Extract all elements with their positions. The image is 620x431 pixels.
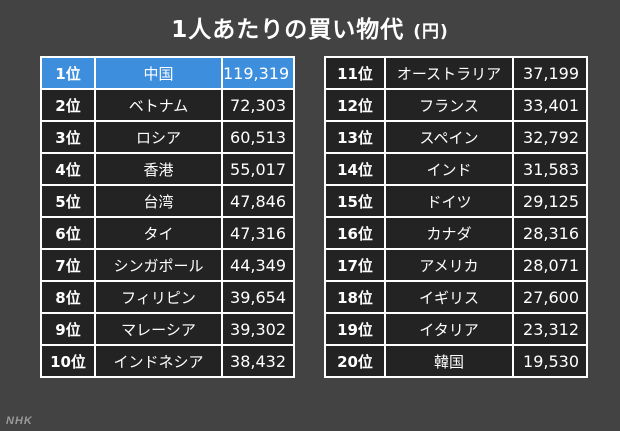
country-cell: ベトナム [94, 88, 223, 122]
table-row: 12位 フランス 33,401 [324, 88, 588, 122]
rank-cell: 10位 [40, 344, 96, 378]
ranking-table-left: 1位 中国 119,319 2位 ベトナム 72,303 3位 ロシア 60,513 4位 香港 55… [40, 56, 295, 378]
country-cell: 中国 [94, 56, 223, 90]
country-cell: インドネシア [94, 344, 223, 378]
rank-cell: 14位 [324, 152, 386, 186]
value-cell: 28,071 [512, 248, 588, 282]
country-cell: フィリピン [94, 280, 223, 314]
value-cell: 47,846 [221, 184, 295, 218]
country-cell: スペイン [384, 120, 514, 154]
table-row: 2位 ベトナム 72,303 [40, 88, 295, 122]
table-row: 18位 イギリス 27,600 [324, 280, 588, 314]
value-cell: 29,125 [512, 184, 588, 218]
table-row: 16位 カナダ 28,316 [324, 216, 588, 250]
value-cell: 60,513 [221, 120, 295, 154]
table-row: 8位 フィリピン 39,654 [40, 280, 295, 314]
page-title: 1人あたりの買い物代 (円) [0, 10, 620, 44]
rank-cell: 17位 [324, 248, 386, 282]
rank-cell: 15位 [324, 184, 386, 218]
value-cell: 39,654 [221, 280, 295, 314]
country-cell: ドイツ [384, 184, 514, 218]
country-cell: カナダ [384, 216, 514, 250]
country-cell: イタリア [384, 312, 514, 346]
rank-cell: 2位 [40, 88, 96, 122]
nhk-logo: NHK [6, 415, 33, 427]
value-cell: 44,349 [221, 248, 295, 282]
table-row: 15位 ドイツ 29,125 [324, 184, 588, 218]
ranking-table-right: 11位 オーストラリア 37,199 12位 フランス 33,401 13位 スペイン 32,7… [324, 56, 588, 378]
table-row: 4位 香港 55,017 [40, 152, 295, 186]
value-cell: 28,316 [512, 216, 588, 250]
rank-cell: 1位 [40, 56, 96, 90]
rank-cell: 11位 [324, 56, 386, 90]
value-cell: 31,583 [512, 152, 588, 186]
country-cell: タイ [94, 216, 223, 250]
rank-cell: 18位 [324, 280, 386, 314]
value-cell: 47,316 [221, 216, 295, 250]
value-cell: 33,401 [512, 88, 588, 122]
country-cell: アメリカ [384, 248, 514, 282]
title-main: 1人あたりの買い物代 [171, 17, 405, 43]
table-row: 3位 ロシア 60,513 [40, 120, 295, 154]
rank-cell: 9位 [40, 312, 96, 346]
country-cell: オーストラリア [384, 56, 514, 90]
value-cell: 72,303 [221, 88, 295, 122]
value-cell: 39,302 [221, 312, 295, 346]
country-cell: イギリス [384, 280, 514, 314]
value-cell: 38,432 [221, 344, 295, 378]
country-cell: 韓国 [384, 344, 514, 378]
rank-cell: 16位 [324, 216, 386, 250]
table-row: 14位 インド 31,583 [324, 152, 588, 186]
title-unit: (円) [413, 22, 449, 42]
country-cell: ロシア [94, 120, 223, 154]
rank-cell: 6位 [40, 216, 96, 250]
table-row: 7位 シンガポール 44,349 [40, 248, 295, 282]
rank-cell: 8位 [40, 280, 96, 314]
country-cell: マレーシア [94, 312, 223, 346]
rank-cell: 13位 [324, 120, 386, 154]
value-cell: 37,199 [512, 56, 588, 90]
table-row: 11位 オーストラリア 37,199 [324, 56, 588, 90]
rank-cell: 5位 [40, 184, 96, 218]
country-cell: インド [384, 152, 514, 186]
table-row: 13位 スペイン 32,792 [324, 120, 588, 154]
table-row: 20位 韓国 19,530 [324, 344, 588, 378]
table-row: 10位 インドネシア 38,432 [40, 344, 295, 378]
table-row: 1位 中国 119,319 [40, 56, 295, 90]
rank-cell: 4位 [40, 152, 96, 186]
value-cell: 23,312 [512, 312, 588, 346]
table-row: 6位 タイ 47,316 [40, 216, 295, 250]
value-cell: 55,017 [221, 152, 295, 186]
value-cell: 27,600 [512, 280, 588, 314]
country-cell: フランス [384, 88, 514, 122]
country-cell: シンガポール [94, 248, 223, 282]
rank-cell: 19位 [324, 312, 386, 346]
rank-cell: 12位 [324, 88, 386, 122]
rank-cell: 20位 [324, 344, 386, 378]
table-row: 17位 アメリカ 28,071 [324, 248, 588, 282]
country-cell: 台湾 [94, 184, 223, 218]
table-row: 19位 イタリア 23,312 [324, 312, 588, 346]
country-cell: 香港 [94, 152, 223, 186]
rank-cell: 3位 [40, 120, 96, 154]
table-row: 5位 台湾 47,846 [40, 184, 295, 218]
value-cell: 32,792 [512, 120, 588, 154]
value-cell: 119,319 [221, 56, 295, 90]
rank-cell: 7位 [40, 248, 96, 282]
value-cell: 19,530 [512, 344, 588, 378]
table-row: 9位 マレーシア 39,302 [40, 312, 295, 346]
